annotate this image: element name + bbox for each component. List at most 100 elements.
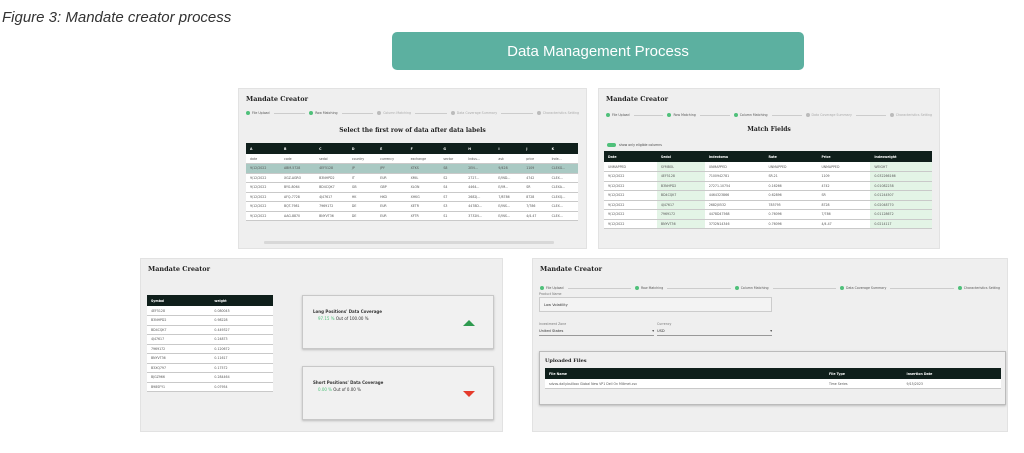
table-row[interactable]: 4EF5128 0.080045 — [147, 306, 273, 316]
table-row[interactable]: sdvos.daily.bullbox Global New VP1 Dell … — [545, 379, 1001, 389]
step-data-coverage-summary[interactable]: Data Coverage Summary — [840, 286, 886, 290]
table-row[interactable]: 9/12/2022 7969172 4478D47568 0.76096 7/786 0.… — [604, 209, 932, 220]
step-data-coverage-summary[interactable]: Data Coverage Summary — [450, 111, 497, 115]
table-row[interactable]: date code sedol country currency exchange sect… — [246, 154, 578, 164]
step-file-upload[interactable]: File Upload — [246, 111, 270, 115]
step-characteristics-setting[interactable]: Characteristics Setting — [957, 286, 1000, 290]
table-row[interactable]: B98SFY1 0.07954 — [147, 382, 273, 392]
table-cell: XGZ-AGRO — [279, 173, 316, 183]
column-header[interactable]: F — [406, 143, 440, 154]
table-row[interactable]: 9/12/2022 BYG-8064 BD4CQK7 GB GBP XLON S4 4464.… — [246, 182, 578, 193]
table-row[interactable]: 7969172 0.120672 — [147, 344, 273, 354]
product-name-input[interactable]: Low Volatility — [539, 297, 772, 312]
currency-select[interactable]: USD ▾ — [657, 328, 772, 336]
table-cell: BD4CQK7 — [315, 182, 348, 193]
table-cell: sector — [439, 154, 465, 164]
column-header[interactable]: H — [464, 143, 495, 154]
step-characteristics-setting[interactable]: Characteristics Setting — [536, 111, 579, 115]
column-header[interactable]: weight — [210, 295, 273, 306]
step-status-icon — [606, 113, 610, 117]
table-cell: 9/12/2022 — [246, 201, 280, 212]
step-status-icon — [889, 113, 894, 117]
table-row[interactable]: UNMAPPED SYMBOL UNMAPPED UNMAPPED UNMAPPED WE… — [604, 162, 932, 172]
column-header[interactable]: D — [347, 143, 377, 154]
table-cell: 7100942781 — [704, 171, 765, 182]
column-header[interactable]: J — [522, 143, 548, 154]
table-row[interactable]: 9/12/2022 4EF5128 7100942781 SR.21 1109 0.032… — [604, 171, 932, 182]
step-file-upload[interactable]: File Upload — [540, 286, 564, 290]
table-row[interactable]: 4J47617 0.24873 — [147, 334, 273, 345]
table-row[interactable]: 9/12/2022 B3NHPD2 27271.10754 0.16266 4742 0.… — [604, 181, 932, 191]
table-row[interactable]: 9/12/2022 AFQ-7728 4J47617 HK HKD XHKG S7 2682J… — [246, 192, 578, 202]
horizontal-scrollbar[interactable] — [264, 241, 554, 244]
eligible-columns-toggle[interactable] — [607, 143, 616, 147]
table-row[interactable]: BNYVT36 0.11617 — [147, 353, 273, 364]
table-cell: code — [279, 154, 316, 164]
column-header[interactable]: I — [494, 143, 523, 154]
table-row[interactable]: B3XQ797 0.17572 — [147, 363, 273, 373]
column-header[interactable]: Symbol — [147, 295, 211, 306]
step-status-icon — [734, 286, 739, 290]
table-cell: 9/12/2022 — [246, 192, 280, 202]
table-cell: AFQ-7728 — [279, 192, 316, 202]
table-row[interactable]: BD4CQK7 0.449327 — [147, 325, 273, 335]
column-header[interactable]: G — [439, 143, 465, 154]
table-cell: 0.01128672 — [870, 209, 932, 220]
step-row-matching[interactable]: Row Matching — [667, 113, 696, 117]
table-cell: 4J47617 — [147, 334, 211, 345]
table-row[interactable]: 9/12/2022 4J47617 2682J0532 785795 8728 0.020… — [604, 200, 932, 210]
table-cell: 0.120672 — [210, 344, 273, 354]
column-header[interactable]: B — [279, 143, 316, 154]
table-row[interactable]: 9/12/2022 AAG-8870 BNYVT36 DE EUR XFTR S1 3732N… — [246, 211, 578, 221]
step-row-matching[interactable]: Row Matching — [634, 286, 663, 290]
step-characteristics-setting[interactable]: Characteristics Setting — [889, 113, 932, 117]
currency-value: USD — [657, 329, 665, 333]
column-header[interactable]: Insertion Date — [902, 368, 1001, 379]
column-header[interactable]: K — [547, 143, 578, 154]
table-cell: 9/12/2022 — [604, 190, 657, 201]
table-cell: 0.449327 — [210, 325, 273, 335]
column-header[interactable]: Date — [604, 151, 657, 162]
table-row[interactable]: BJGZ966 0.284464 — [147, 372, 273, 383]
step-file-upload[interactable]: File Upload — [606, 113, 630, 117]
table-cell: B98SFY1 — [147, 382, 211, 392]
column-header[interactable]: File Name — [545, 368, 825, 379]
table-cell: ABM-5728 — [279, 163, 316, 174]
step-data-coverage-summary[interactable]: Data Coverage Summary — [805, 113, 852, 117]
step-column-matching[interactable]: Column Matching — [377, 111, 411, 115]
table-cell: 0.62896 — [764, 190, 818, 201]
table-cell: EUR — [376, 173, 407, 183]
step-status-icon — [309, 111, 314, 115]
step-row-matching[interactable]: Row Matching — [309, 111, 338, 115]
column-header[interactable]: File Type — [824, 368, 903, 379]
table-row[interactable]: B3NHPD2 0.98228 — [147, 315, 273, 326]
column-header[interactable]: E — [376, 143, 407, 154]
table-cell: UNMAPPED — [704, 162, 765, 172]
column-header[interactable]: Price — [817, 151, 871, 162]
column-header[interactable]: C — [315, 143, 348, 154]
table-cell: 7/786 — [817, 209, 871, 220]
short-coverage-title: Short Positions' Data Coverage — [313, 380, 384, 385]
column-header[interactable]: Sedol — [656, 151, 705, 162]
table-row[interactable]: 9/12/2022 BQT-7981 7969172 DE EUR XETR S3 4478D… — [246, 201, 578, 212]
column-header[interactable]: Indexweight — [870, 151, 932, 162]
app-title: Mandate Creator — [246, 95, 308, 103]
column-header[interactable]: A — [246, 143, 280, 154]
table-cell: 0.07954 — [210, 382, 273, 392]
table-cell: 1109 — [522, 163, 548, 174]
column-header[interactable]: Indextoma — [704, 151, 765, 162]
step-column-matching[interactable]: Column Matching — [734, 286, 769, 290]
table-cell: CLEXA... — [547, 182, 578, 193]
table-row[interactable]: 9/12/2022 BNYVT36 3732N14346 0.76096 4/4.47 0… — [604, 219, 932, 229]
table-row[interactable]: 9/12/2022 ABM-5728 4EF5128 JP JPY XTKS S8 2EN..… — [246, 163, 578, 174]
step-label: Column Matching — [739, 113, 768, 117]
column-header[interactable]: Rate — [764, 151, 818, 162]
step-status-icon — [377, 111, 382, 115]
table-cell: 4464323866 — [704, 190, 765, 201]
table-cell: price — [522, 154, 548, 164]
investment-zone-select[interactable]: United States ▾ — [539, 328, 654, 336]
step-column-matching[interactable]: Column Matching — [733, 113, 768, 117]
table-row[interactable]: 9/12/2022 BD4CQK7 4464323866 0.62896 SR 0.012… — [604, 190, 932, 201]
table-row[interactable]: 9/12/2022 XGZ-AGRO B3NHPD2 IT EUR XMIL S2 2727.… — [246, 173, 578, 183]
